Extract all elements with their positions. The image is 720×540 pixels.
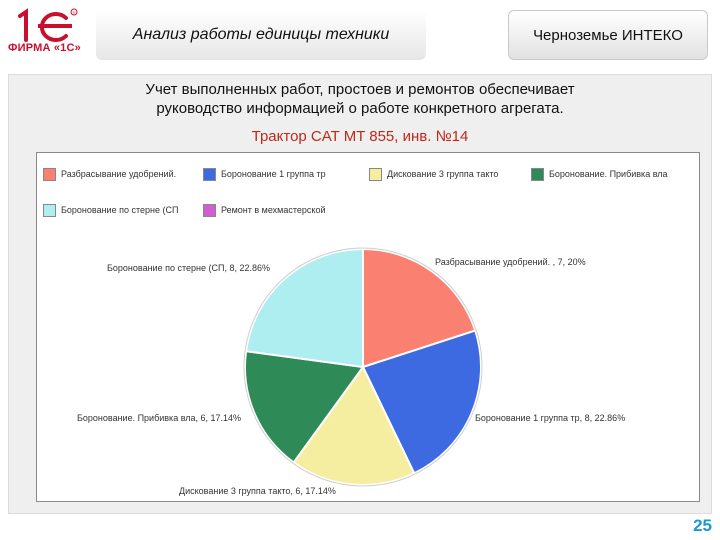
pie-outline	[243, 247, 483, 487]
legend-label: Дискование 3 группа такто	[387, 169, 499, 179]
svg-text:®: ®	[73, 10, 76, 15]
1c-logo: ®	[18, 8, 78, 42]
pie-slice	[361, 329, 482, 475]
pie-slice-label: Дискование 3 группа такто, 6, 17.14%	[179, 486, 336, 496]
legend-label: Ремонт в мехмастерской	[221, 205, 326, 215]
legend-swatch	[43, 203, 56, 217]
description: Учет выполненных работ, простоев и ремон…	[20, 80, 700, 118]
legend-item: Боронование 1 группа тр	[203, 167, 326, 181]
legend-item: Боронование по стерне (СП	[43, 203, 178, 217]
description-line-1: Учет выполненных работ, простоев и ремон…	[145, 81, 575, 98]
legend-item: Дискование 3 группа такто	[369, 167, 498, 181]
page-number: 25	[693, 516, 712, 535]
legend-swatch	[531, 167, 544, 181]
chart-panel: Разбрасывание удобрений. Боронование 1 гр…	[36, 152, 700, 502]
legend-item: Разбрасывание удобрений.	[43, 167, 176, 181]
page-title: Анализ работы единицы техники	[132, 26, 390, 43]
pie-slice	[292, 365, 416, 486]
logo-company-name: ФИРМА «1С»	[8, 42, 81, 54]
pie-slice-label: Боронование по стерне (СП, 8, 22.86%	[107, 263, 270, 273]
company-box: Черноземье ИНТЕКО	[508, 10, 708, 60]
legend-swatch	[203, 167, 216, 181]
legend-label: Боронование 1 группа тр	[221, 169, 326, 179]
legend-swatch	[43, 167, 56, 181]
pie-slice-label: Разбрасывание удобрений. , 7, 20%	[435, 257, 586, 267]
legend-item: Ремонт в мехмастерской	[203, 203, 325, 217]
chart-subtitle: Трактор CAT MT 855, инв. №14	[251, 128, 469, 145]
pie-slice-label: Боронование 1 группа тр, 8, 22.86%	[475, 413, 626, 423]
legend-swatch	[203, 203, 216, 217]
pie-slice	[244, 350, 365, 464]
legend-item: Боронование. Прибивка вла	[531, 167, 668, 181]
header-title-box: Анализ работы единицы техники	[96, 10, 426, 60]
legend-swatch	[369, 167, 382, 181]
pie-chart	[243, 247, 483, 487]
legend-label: Боронование по стерне (СП	[61, 205, 179, 215]
legend-label: Разбрасывание удобрений.	[61, 169, 177, 179]
pie-slice-label: Боронование. Прибивка вла, 6, 17.14%	[77, 413, 242, 423]
company-name: Черноземье ИНТЕКО	[533, 26, 683, 44]
description-line-2: руководство информацией о работе конкрет…	[156, 100, 564, 117]
legend-label: Боронование. Прибивка вла	[549, 169, 668, 179]
pie-slice	[244, 247, 364, 369]
pie-slice	[362, 247, 477, 369]
